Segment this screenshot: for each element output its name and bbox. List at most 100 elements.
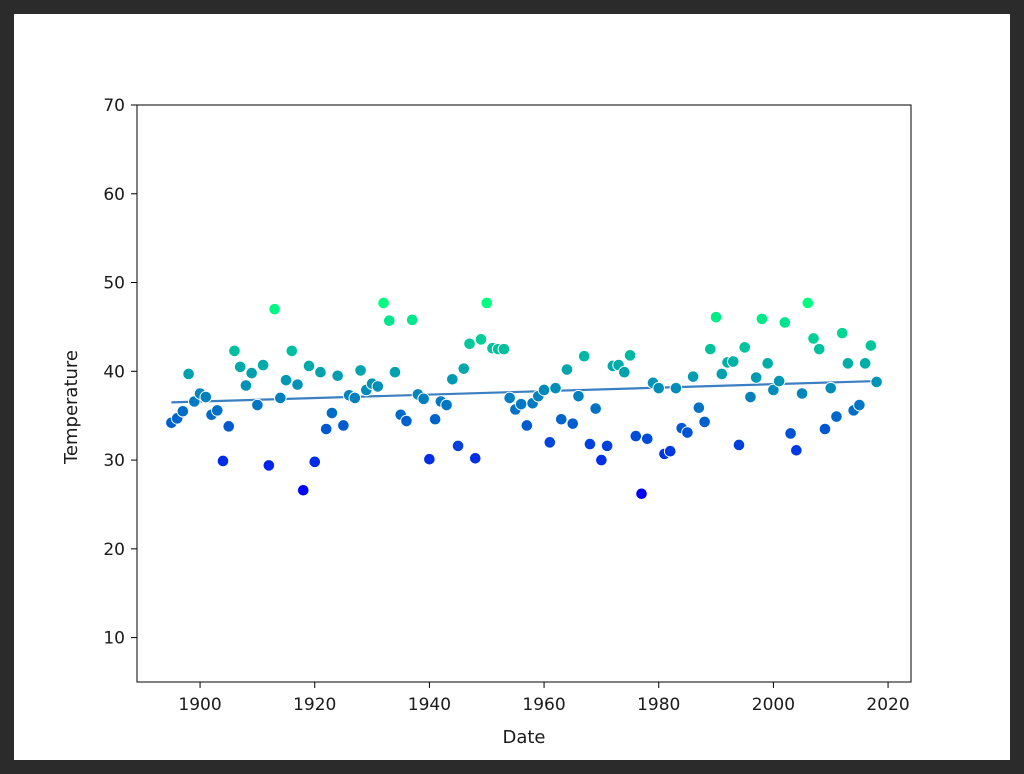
- data-point: [618, 365, 631, 379]
- data-point: [497, 342, 511, 356]
- data-point: [285, 344, 299, 358]
- data-point: [554, 412, 568, 426]
- data-point: [417, 392, 430, 406]
- data-point: [268, 302, 281, 316]
- data-point: [423, 452, 436, 466]
- data-point: [428, 412, 442, 426]
- data-point: [870, 375, 883, 389]
- plot-area-frame: [136, 104, 912, 683]
- data-point: [560, 363, 574, 376]
- data-point: [377, 296, 390, 310]
- data-point: [319, 422, 333, 436]
- data-point: [274, 391, 287, 405]
- data-point: [755, 312, 769, 326]
- data-point: [623, 349, 637, 362]
- data-point: [296, 483, 310, 497]
- data-point: [543, 436, 557, 449]
- data-point: [629, 429, 643, 443]
- data-point: [537, 383, 551, 397]
- data-point: [400, 414, 413, 428]
- data-point: [262, 459, 276, 472]
- data-point: [279, 373, 293, 387]
- data-point: [841, 357, 855, 370]
- data-point: [767, 383, 780, 397]
- data-point: [182, 367, 195, 381]
- data-point: [245, 366, 258, 380]
- data-point: [388, 365, 402, 379]
- data-point: [686, 370, 700, 383]
- x-axis-title: Date: [502, 727, 545, 748]
- data-point: [589, 402, 602, 415]
- data-point: [864, 339, 878, 352]
- scatter-chart: 1900 1920 1940 1960 1980 2000 2020 10 20 30 40 50 6…: [61, 96, 912, 748]
- data-point: [595, 453, 608, 467]
- data-point: [652, 381, 666, 395]
- data-point: [600, 439, 614, 453]
- data-point: [308, 455, 322, 469]
- data-point: [474, 333, 488, 346]
- data-point: [818, 422, 832, 436]
- data-point: [451, 439, 465, 453]
- data-point: [744, 390, 757, 404]
- data-point: [669, 381, 683, 395]
- data-point: [291, 378, 304, 391]
- data-point: [772, 374, 786, 388]
- data-point: [738, 341, 752, 354]
- data-point: [858, 357, 872, 370]
- data-point: [325, 406, 339, 420]
- y-tick-label: 10: [103, 629, 125, 649]
- x-tick-label: 1900: [178, 695, 221, 715]
- data-point: [199, 390, 213, 404]
- data-point: [640, 432, 654, 446]
- x-tick-label: 1940: [408, 695, 451, 715]
- y-tick-label: 50: [103, 274, 125, 294]
- data-point: [337, 419, 350, 432]
- data-point: [348, 391, 362, 405]
- data-point: [176, 404, 190, 418]
- data-point: [715, 367, 729, 381]
- data-point: [801, 296, 815, 310]
- data-point: [698, 415, 711, 429]
- data-point: [405, 313, 419, 327]
- data-point: [663, 444, 677, 458]
- data-point: [503, 391, 516, 405]
- data-point: [566, 417, 580, 430]
- data-point: [446, 372, 459, 386]
- y-tick-label: 70: [103, 96, 125, 116]
- data-point: [824, 381, 838, 395]
- data-point: [761, 357, 774, 370]
- data-point: [577, 349, 591, 363]
- data-point: [795, 387, 809, 400]
- data-point: [371, 380, 385, 393]
- x-tick-label: 1920: [293, 695, 336, 715]
- x-tick-label: 1980: [637, 695, 680, 715]
- data-point: [549, 381, 562, 395]
- data-point: [704, 342, 717, 356]
- data-point: [457, 362, 471, 375]
- x-tick-label: 2020: [866, 695, 909, 715]
- data-point: [382, 314, 396, 328]
- data-point: [520, 419, 534, 432]
- data-point: [784, 427, 797, 440]
- data-point: [830, 410, 843, 423]
- data-point: [732, 438, 746, 452]
- y-tick-label: 20: [103, 540, 125, 560]
- data-point: [812, 342, 826, 356]
- data-point: [807, 332, 820, 345]
- data-point: [480, 296, 494, 310]
- data-point: [835, 326, 849, 340]
- figure-canvas: 1900 1920 1940 1960 1980 2000 2020 10 20 30 40 50 6…: [14, 14, 1010, 760]
- data-point: [210, 404, 224, 417]
- data-point: [726, 355, 740, 368]
- data-point: [778, 316, 792, 329]
- data-point: [354, 364, 367, 377]
- data-point: [681, 426, 694, 439]
- trend-line: [171, 379, 877, 404]
- data-point: [572, 389, 585, 403]
- data-point: [331, 369, 344, 383]
- y-axis: 10 20 30 40 50 60 70: [103, 96, 137, 649]
- data-point: [314, 365, 327, 379]
- data-point: [635, 487, 648, 501]
- x-tick-label: 1960: [522, 695, 565, 715]
- y-axis-title: Temperature: [61, 350, 82, 465]
